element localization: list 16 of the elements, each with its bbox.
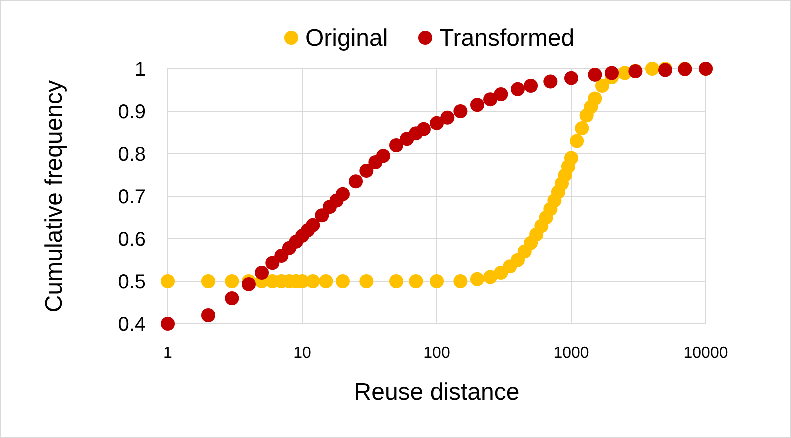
x-tick-label: 10000 — [684, 345, 728, 362]
x-tick-label: 100 — [424, 345, 450, 362]
y-tick-label: 0.6 — [118, 229, 146, 251]
y-axis-title: Cumulative frequency — [41, 80, 68, 313]
x-tick-label: 1000 — [554, 345, 590, 362]
x-axis-title: Reuse distance — [354, 379, 520, 406]
y-tick-label: 0.7 — [118, 186, 146, 208]
x-tick-label: 10 — [294, 345, 312, 362]
y-tick-label: 0.5 — [118, 272, 146, 294]
y-tick-label: 1 — [134, 59, 146, 81]
x-tick-label: 1 — [164, 345, 173, 362]
legend-label: Transformed — [440, 25, 575, 52]
legend-label: Original — [306, 25, 388, 52]
y-tick-label: 0.4 — [118, 314, 146, 336]
y-tick-label: 0.8 — [118, 144, 146, 166]
y-tick-label: 0.9 — [118, 102, 146, 124]
